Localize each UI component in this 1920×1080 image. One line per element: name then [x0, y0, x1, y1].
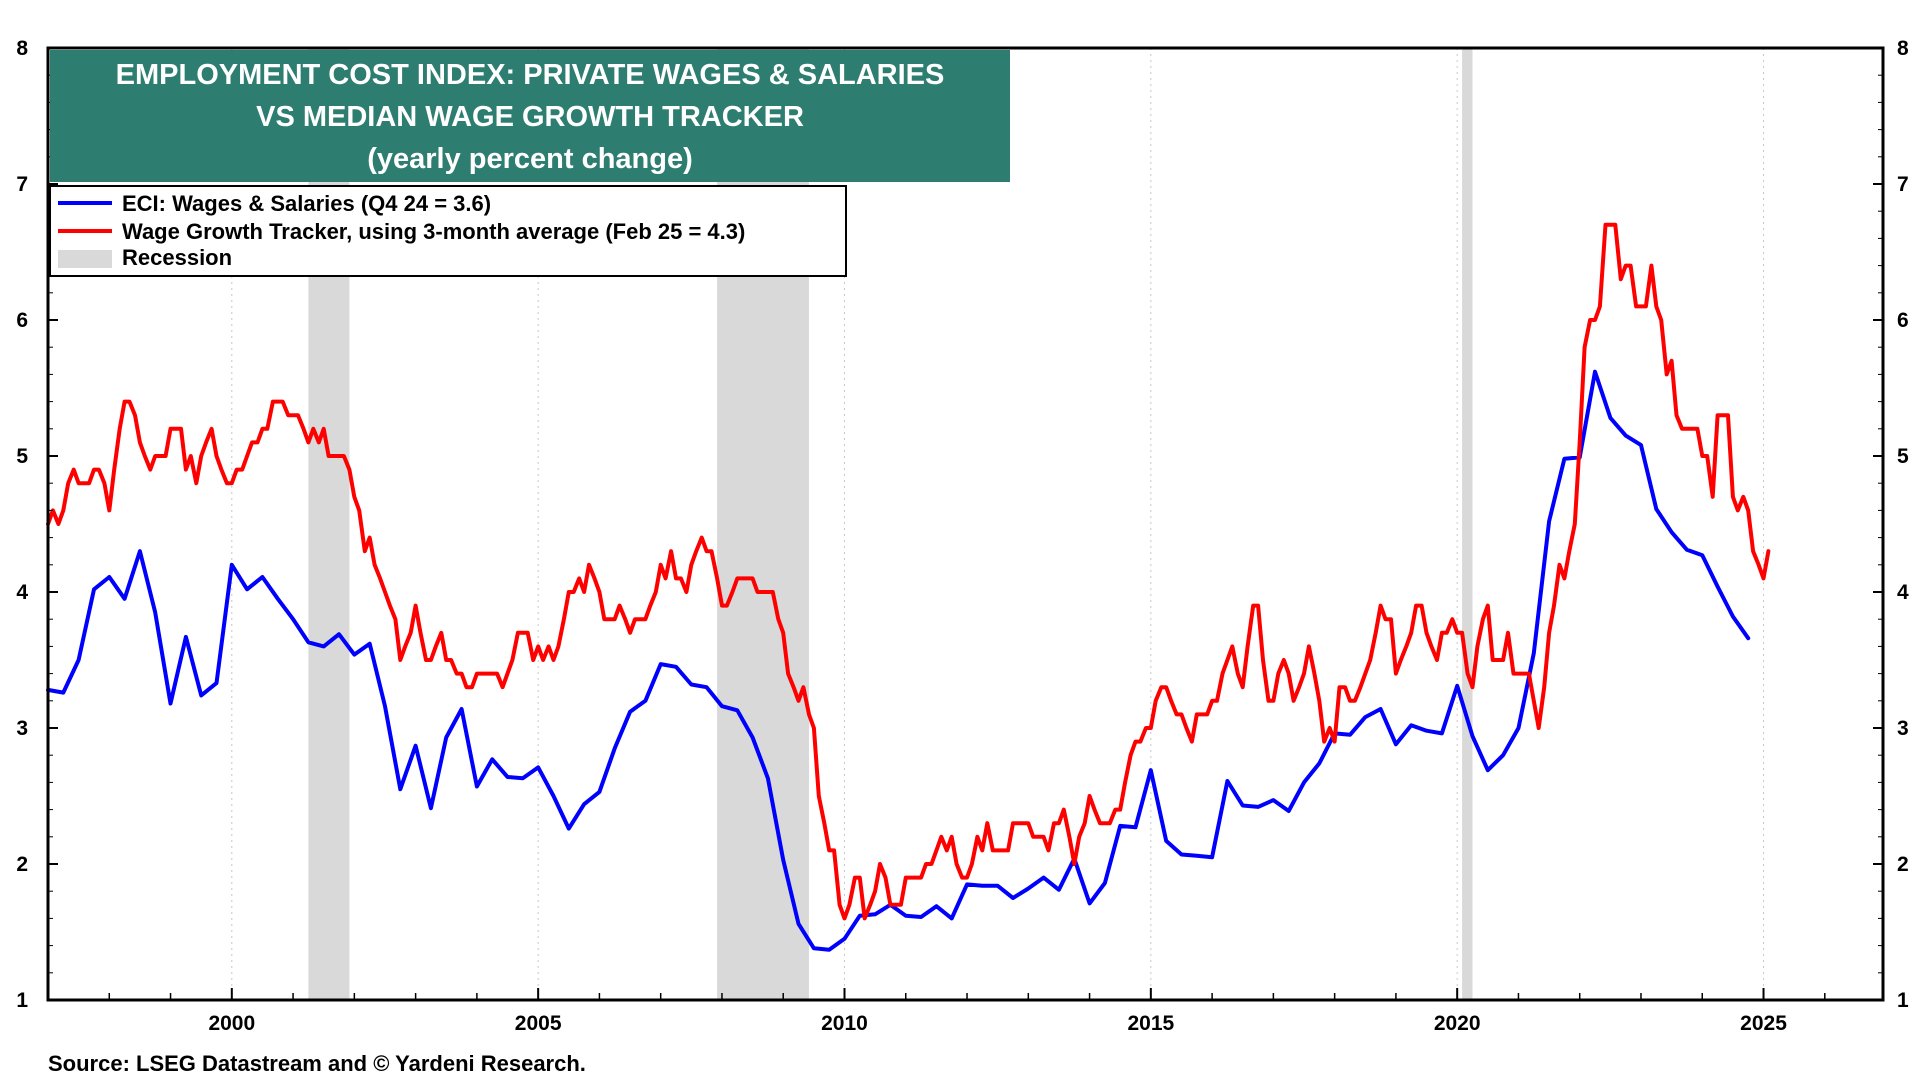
series-lines: [46, 222, 1771, 952]
y-tick-label-left-7: 7: [16, 173, 28, 196]
y-tick-label-right-3: 3: [1897, 717, 1909, 740]
y-tick-label-left-5: 5: [16, 445, 28, 468]
series-line-eci: [46, 369, 1751, 952]
title-background: [50, 50, 1010, 182]
legend-label-eci: ECI: Wages & Salaries (Q4 24 = 3.6): [122, 191, 491, 216]
legend: ECI: Wages & Salaries (Q4 24 = 3.6) Wage…: [49, 185, 847, 277]
title-line-2: VS MEDIAN WAGE GROWTH TRACKER: [256, 101, 804, 133]
x-tick-label-2000: 2000: [208, 1012, 255, 1035]
x-tick-label-2015: 2015: [1127, 1012, 1174, 1035]
y-tick-label-left-3: 3: [16, 717, 28, 740]
legend-label-wage-tracker: Wage Growth Tracker, using 3-month avera…: [122, 219, 745, 244]
x-tick-label-2020: 2020: [1434, 1012, 1481, 1035]
series-line-wage-tracker: [46, 222, 1771, 921]
x-tick-label-2025: 2025: [1740, 1012, 1787, 1035]
y-tick-label-right-2: 2: [1897, 853, 1909, 876]
y-tick-label-right-1: 1: [1897, 989, 1909, 1012]
x-axis: 2000 2005 2010 2015 2020 2025: [47, 988, 1826, 1035]
x-tick-label-2005: 2005: [515, 1012, 562, 1035]
recession-band-3: [1462, 48, 1473, 1000]
y-tick-label-right-5: 5: [1897, 445, 1909, 468]
legend-label-recession: Recession: [122, 245, 232, 270]
y-tick-label-right-4: 4: [1897, 581, 1909, 604]
legend-swatch-recession: [58, 250, 112, 268]
y-tick-label-right-7: 7: [1897, 173, 1909, 196]
y-tick-label-left-1: 1: [16, 989, 28, 1012]
y-tick-label-right-8: 8: [1897, 37, 1909, 60]
y-axis-left: 1 2 3 4 5 6 7 8: [16, 37, 58, 1012]
legend-box: [49, 185, 847, 277]
plot-frame: [46, 46, 1885, 1002]
y-tick-label-left-6: 6: [16, 309, 28, 332]
title-line-1: EMPLOYMENT COST INDEX: PRIVATE WAGES & S…: [116, 59, 945, 91]
y-tick-label-left-8: 8: [16, 37, 28, 60]
y-tick-label-left-2: 2: [16, 853, 28, 876]
y-tick-label-left-4: 4: [16, 581, 28, 604]
source-note: Source: LSEG Datastream and © Yardeni Re…: [48, 1051, 586, 1076]
y-tick-label-right-6: 6: [1897, 309, 1909, 332]
x-tick-label-2010: 2010: [821, 1012, 868, 1035]
title-line-3: (yearly percent change): [367, 143, 693, 175]
vertical-gridlines: [231, 48, 1765, 1000]
y-axis-right: 1 2 3 4 5 6 7 8: [1873, 37, 1909, 1012]
title-box: EMPLOYMENT COST INDEX: PRIVATE WAGES & S…: [50, 50, 1010, 182]
